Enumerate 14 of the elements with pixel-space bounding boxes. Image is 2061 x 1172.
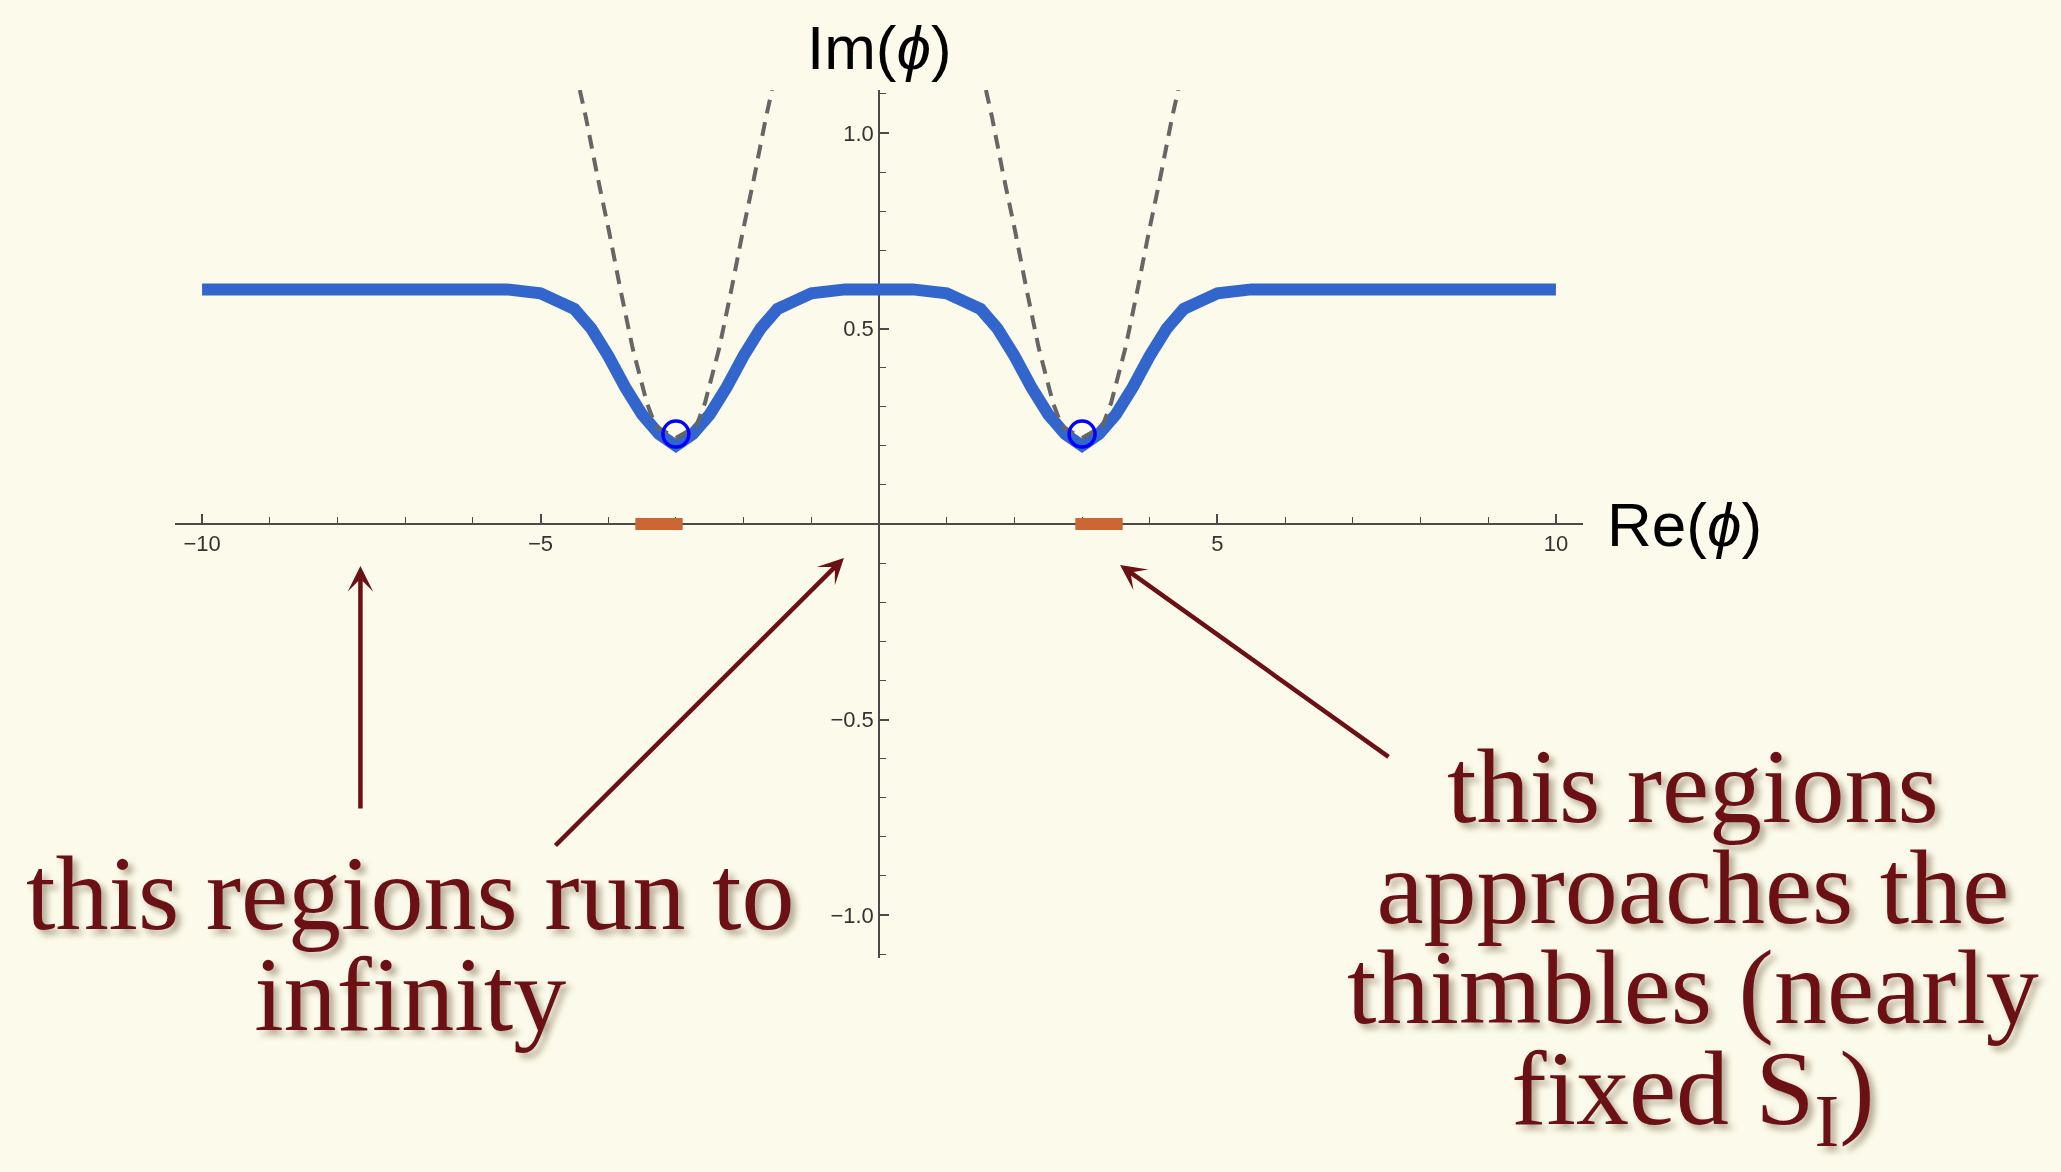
- y-tick-label: −1.0: [830, 902, 874, 928]
- y-tick-label: 1.0: [843, 120, 874, 146]
- line-series: [983, 90, 1181, 440]
- x-axis-title: Re(ϕ): [1607, 490, 1763, 559]
- annotation: this regions approaches the thimbles (nearly fixed S$_{I}$): [1347, 728, 2039, 1163]
- x-tick-label: 5: [1211, 531, 1224, 557]
- y-tick-label: −0.5: [830, 707, 874, 733]
- line-series: [577, 90, 775, 440]
- annotation: this regions run to infinity: [26, 835, 795, 1053]
- y-tick-label: 0.5: [843, 316, 874, 342]
- x-tick-label: −10: [183, 531, 221, 557]
- x-tick-label: 10: [1543, 531, 1569, 557]
- x-tick-label: −5: [527, 531, 554, 557]
- y-axis-title: Im(ϕ): [807, 13, 952, 82]
